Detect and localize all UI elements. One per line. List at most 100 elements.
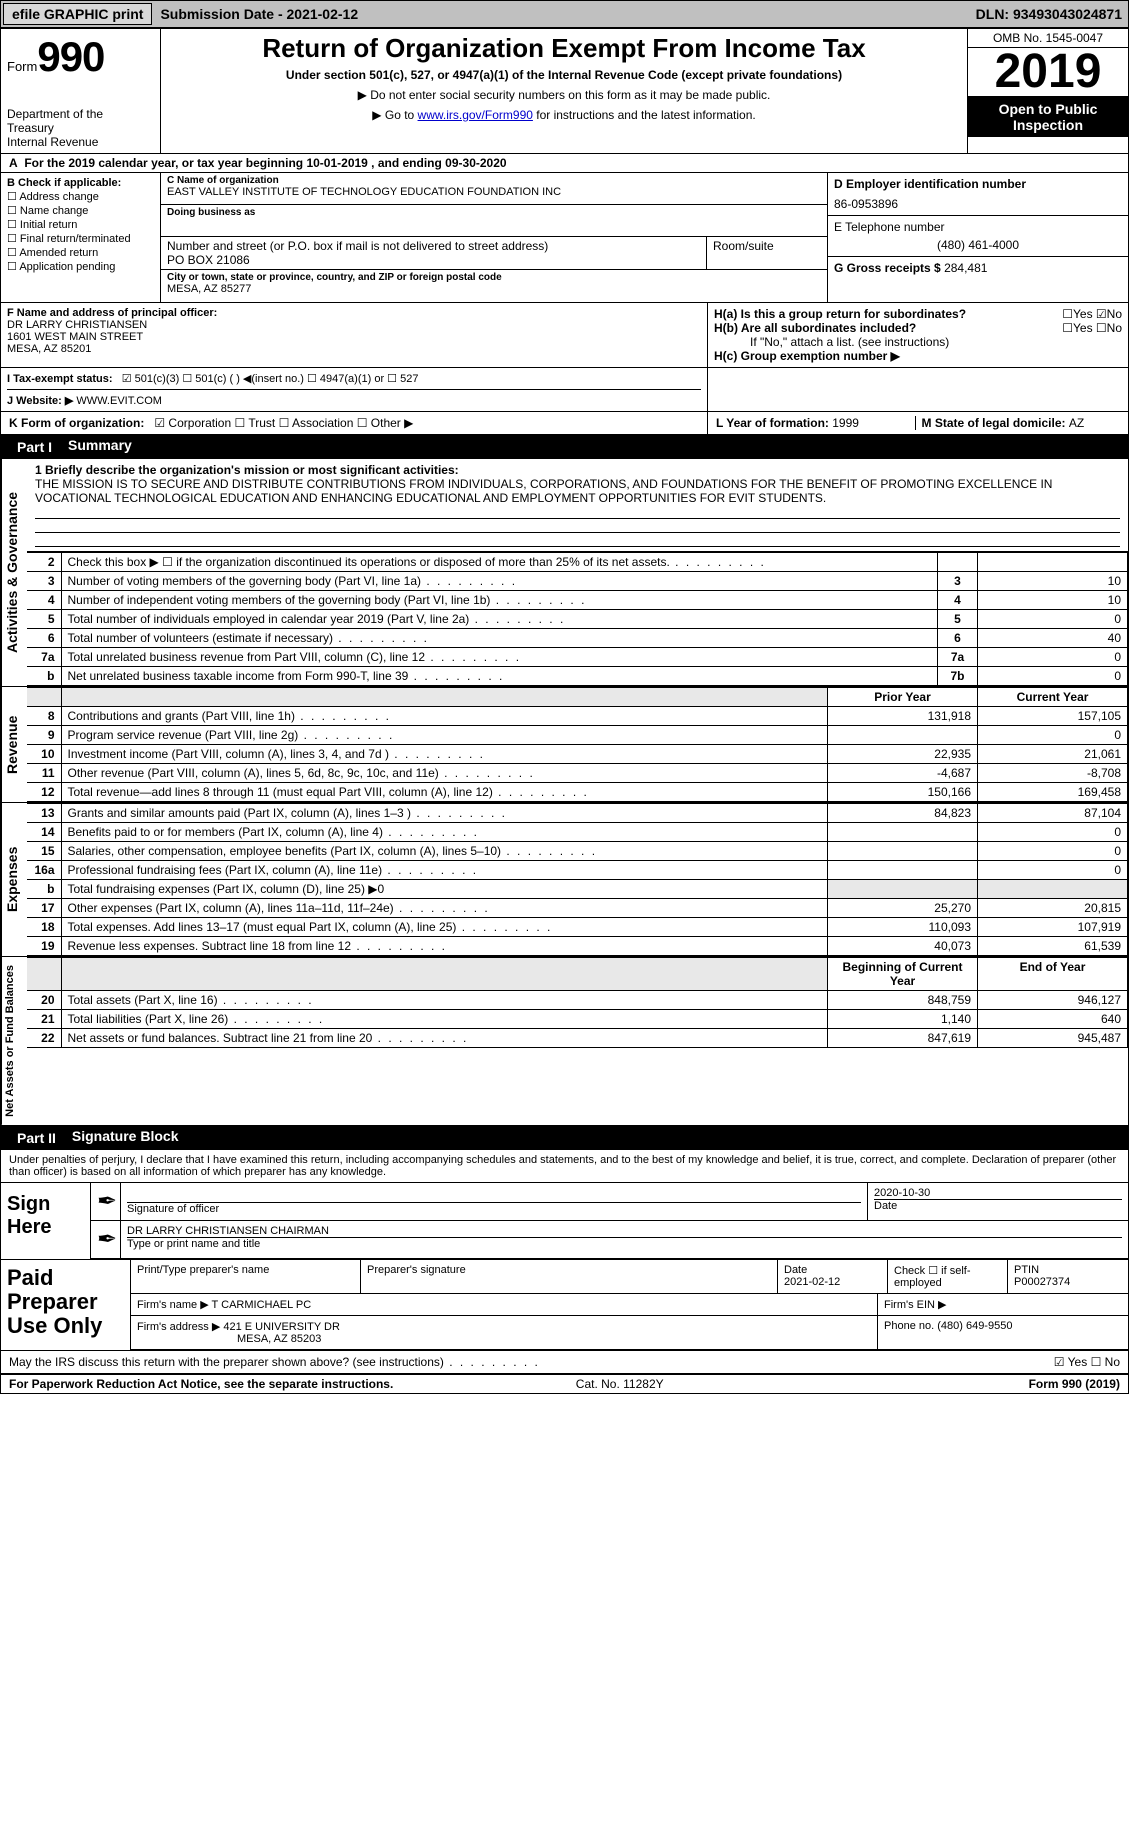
table-row: 11Other revenue (Part VIII, column (A), … bbox=[27, 764, 1128, 783]
discuss-row: May the IRS discuss this return with the… bbox=[1, 1351, 1128, 1374]
table-row: 6Total number of volunteers (estimate if… bbox=[27, 629, 1128, 648]
dept-line-2: Treasury bbox=[7, 121, 154, 135]
hc-label: H(c) Group exemption number ▶ bbox=[714, 349, 1122, 363]
mission-question: 1 Briefly describe the organization's mi… bbox=[35, 463, 1120, 477]
footer-formref: Form 990 (2019) bbox=[1029, 1377, 1120, 1391]
table-row: 5Total number of individuals employed in… bbox=[27, 610, 1128, 629]
penalty-statement: Under penalties of perjury, I declare th… bbox=[1, 1150, 1128, 1183]
form-header: Form990 Department of the Treasury Inter… bbox=[1, 29, 1128, 154]
table-header-row: Prior YearCurrent Year bbox=[27, 688, 1128, 707]
row-k-l-m: K Form of organization: ☑ Corporation ☐ … bbox=[1, 412, 1128, 435]
table-row: 14Benefits paid to or for members (Part … bbox=[27, 823, 1128, 842]
sign-arrow-icon: ✒ bbox=[91, 1183, 121, 1220]
table-row: bTotal fundraising expenses (Part IX, co… bbox=[27, 880, 1128, 899]
officer-street: 1601 WEST MAIN STREET bbox=[7, 331, 701, 343]
preparer-date: Date2021-02-12 bbox=[778, 1260, 888, 1293]
revenue-section: Revenue Prior YearCurrent Year8Contribut… bbox=[1, 687, 1128, 803]
h-block: H(a) Is this a group return for subordin… bbox=[708, 303, 1128, 367]
k-options: ☑ Corporation ☐ Trust ☐ Association ☐ Ot… bbox=[154, 416, 413, 430]
part-2-title: Signature Block bbox=[72, 1128, 179, 1148]
header-left: Form990 Department of the Treasury Inter… bbox=[1, 29, 161, 153]
revenue-table: Prior YearCurrent Year8Contributions and… bbox=[27, 687, 1128, 802]
chk-application-pending[interactable]: Application pending bbox=[7, 260, 154, 273]
table-row: 18Total expenses. Add lines 13–17 (must … bbox=[27, 918, 1128, 937]
irs-link[interactable]: www.irs.gov/Form990 bbox=[418, 108, 533, 122]
city-value: MESA, AZ 85277 bbox=[167, 283, 821, 295]
table-row: 10Investment income (Part VIII, column (… bbox=[27, 745, 1128, 764]
col-c: C Name of organization EAST VALLEY INSTI… bbox=[161, 173, 828, 302]
phone-value: (480) 461-4000 bbox=[834, 238, 1122, 252]
discuss-answer: ☑ Yes ☐ No bbox=[1054, 1355, 1120, 1369]
footer-catno: Cat. No. 11282Y bbox=[576, 1377, 664, 1391]
i-options: ☑ 501(c)(3) ☐ 501(c) ( ) ◀(insert no.) ☐… bbox=[122, 373, 419, 385]
mission-text: THE MISSION IS TO SECURE AND DISTRIBUTE … bbox=[35, 477, 1120, 505]
form-subtitle: Under section 501(c), 527, or 4947(a)(1)… bbox=[167, 68, 961, 82]
governance-table: 2Check this box ▶ ☐ if the organization … bbox=[27, 552, 1128, 686]
part-1-label: Part I bbox=[9, 437, 60, 457]
gross-receipts-value: 284,481 bbox=[944, 261, 987, 275]
street-value: PO BOX 21086 bbox=[167, 253, 700, 267]
city-cell: City or town, state or province, country… bbox=[161, 270, 827, 302]
footer-left: For Paperwork Reduction Act Notice, see … bbox=[9, 1377, 393, 1391]
firm-phone: Phone no. (480) 649-9550 bbox=[878, 1316, 1128, 1349]
mission-block: 1 Briefly describe the organization's mi… bbox=[27, 459, 1128, 552]
table-row: 21Total liabilities (Part X, line 26)1,1… bbox=[27, 1010, 1128, 1029]
form-word: Form bbox=[7, 59, 37, 74]
table-row: 13Grants and similar amounts paid (Part … bbox=[27, 804, 1128, 823]
preparer-self-employed: Check ☐ if self-employed bbox=[888, 1260, 1008, 1293]
ein-value: 86-0953896 bbox=[834, 197, 1122, 211]
chk-initial-return[interactable]: Initial return bbox=[7, 218, 154, 231]
netassets-table: Beginning of Current YearEnd of Year20To… bbox=[27, 957, 1128, 1048]
table-row: 4Number of independent voting members of… bbox=[27, 591, 1128, 610]
paid-preparer-row: Paid Preparer Use Only Print/Type prepar… bbox=[1, 1260, 1128, 1351]
principal-officer: F Name and address of principal officer:… bbox=[1, 303, 708, 367]
paid-preparer-label: Paid Preparer Use Only bbox=[1, 1260, 131, 1350]
officer-sign-name-label: Type or print name and title bbox=[127, 1238, 1122, 1250]
l-value: 1999 bbox=[832, 416, 859, 430]
header-right: OMB No. 1545-0047 2019 Open to PublicIns… bbox=[968, 29, 1128, 153]
j-label: J Website: ▶ bbox=[7, 395, 73, 407]
tax-year: 2019 bbox=[968, 48, 1128, 97]
table-row: 3Number of voting members of the governi… bbox=[27, 572, 1128, 591]
phone-cell: E Telephone number (480) 461-4000 bbox=[828, 216, 1128, 257]
form-note-2: ▶ Go to www.irs.gov/Form990 for instruct… bbox=[167, 108, 961, 122]
submission-date-label: Submission Date - 2021-02-12 bbox=[154, 4, 364, 24]
m-cell: M State of legal domicile: AZ bbox=[916, 416, 1121, 430]
table-row: 19Revenue less expenses. Subtract line 1… bbox=[27, 937, 1128, 956]
part-1-title: Summary bbox=[68, 437, 132, 457]
form-990: Form990 Department of the Treasury Inter… bbox=[0, 28, 1129, 1394]
chk-final-return[interactable]: Final return/terminated bbox=[7, 232, 154, 245]
m-value: AZ bbox=[1069, 416, 1084, 430]
efile-print-button[interactable]: efile GRAPHIC print bbox=[3, 3, 152, 25]
website-value: WWW.EVIT.COM bbox=[76, 395, 162, 407]
row-f-h: F Name and address of principal officer:… bbox=[1, 303, 1128, 368]
gross-receipts-label: G Gross receipts $ bbox=[834, 261, 944, 275]
org-name: EAST VALLEY INSTITUTE OF TECHNOLOGY EDUC… bbox=[167, 186, 821, 198]
dba-cell: Doing business as bbox=[161, 205, 827, 237]
table-row: 16aProfessional fundraising fees (Part I… bbox=[27, 861, 1128, 880]
table-header-row: Beginning of Current YearEnd of Year bbox=[27, 958, 1128, 991]
table-row: 17Other expenses (Part IX, column (A), l… bbox=[27, 899, 1128, 918]
table-row: 20Total assets (Part X, line 16)848,7599… bbox=[27, 991, 1128, 1010]
netassets-section: Net Assets or Fund Balances Beginning of… bbox=[1, 957, 1128, 1126]
footer: For Paperwork Reduction Act Notice, see … bbox=[1, 1374, 1128, 1393]
street-cell: Number and street (or P.O. box if mail i… bbox=[161, 237, 707, 269]
expenses-sidelabel: Expenses bbox=[1, 803, 27, 956]
i-label: I Tax-exempt status: bbox=[7, 373, 113, 385]
hb-answer: ☐Yes ☐No bbox=[1062, 321, 1122, 335]
form-title: Return of Organization Exempt From Incom… bbox=[167, 33, 961, 64]
b-header: B Check if applicable: bbox=[7, 177, 154, 189]
chk-name-change[interactable]: Name change bbox=[7, 204, 154, 217]
governance-sidelabel: Activities & Governance bbox=[1, 459, 27, 686]
hb-label: H(b) Are all subordinates included? bbox=[714, 321, 916, 335]
part-2-header: Part II Signature Block bbox=[1, 1126, 1128, 1150]
entity-block: B Check if applicable: Address change Na… bbox=[1, 173, 1128, 303]
row-i-j: I Tax-exempt status: ☑ 501(c)(3) ☐ 501(c… bbox=[1, 368, 1128, 412]
city-label: City or town, state or province, country… bbox=[167, 272, 821, 283]
table-row: 15Salaries, other compensation, employee… bbox=[27, 842, 1128, 861]
firm-address: Firm's address ▶ 421 E UNIVERSITY DRMESA… bbox=[131, 1316, 878, 1349]
room-cell: Room/suite bbox=[707, 237, 827, 269]
chk-address-change[interactable]: Address change bbox=[7, 190, 154, 203]
ein-label: D Employer identification number bbox=[834, 177, 1122, 191]
chk-amended-return[interactable]: Amended return bbox=[7, 246, 154, 259]
